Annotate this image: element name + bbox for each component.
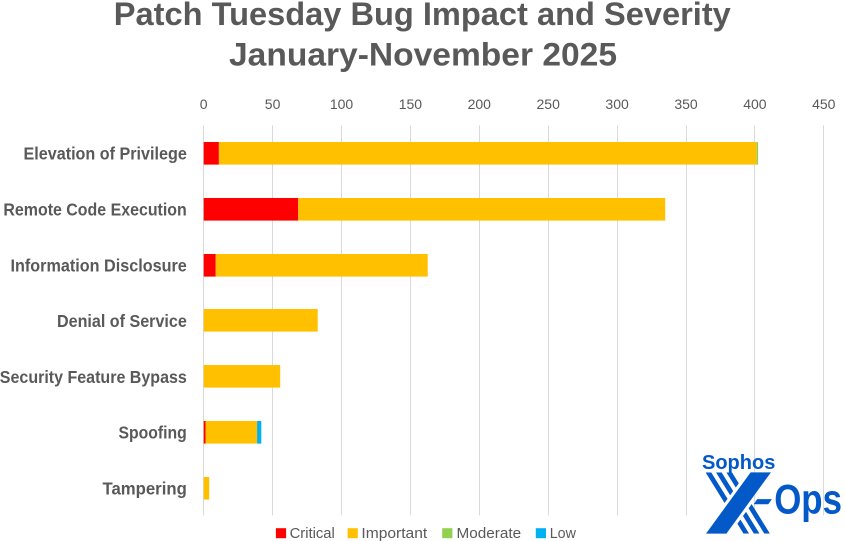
svg-text:Patch Tuesday Bug Impact and S: Patch Tuesday Bug Impact and Severity [114,0,731,32]
svg-text:0: 0 [200,96,208,112]
svg-text:Elevation of Privilege: Elevation of Privilege [24,144,188,164]
svg-text:Tampering: Tampering [103,478,187,498]
svg-text:400: 400 [743,96,767,112]
svg-text:Spoofing: Spoofing [119,423,187,443]
svg-text:Sophos: Sophos [702,452,775,474]
svg-text:Low: Low [550,525,576,541]
svg-text:350: 350 [674,96,698,112]
svg-text:450: 450 [812,96,836,112]
svg-text:Ops: Ops [774,476,842,523]
svg-text:Critical: Critical [290,525,335,541]
svg-text:Moderate: Moderate [457,525,522,541]
svg-text:300: 300 [605,96,629,112]
svg-text:Important: Important [361,525,428,541]
svg-text:150: 150 [399,96,423,112]
svg-text:Denial of Service: Denial of Service [57,311,187,331]
svg-text:250: 250 [537,96,561,112]
svg-text:Remote Code Execution: Remote Code Execution [3,200,186,220]
svg-text:50: 50 [265,96,281,112]
svg-text:Information Disclosure: Information Disclosure [11,255,188,275]
svg-text:100: 100 [330,96,354,112]
svg-text:January-November 2025: January-November 2025 [229,37,617,73]
svg-text:200: 200 [468,96,492,112]
svg-text:Security Feature Bypass: Security Feature Bypass [0,367,187,387]
